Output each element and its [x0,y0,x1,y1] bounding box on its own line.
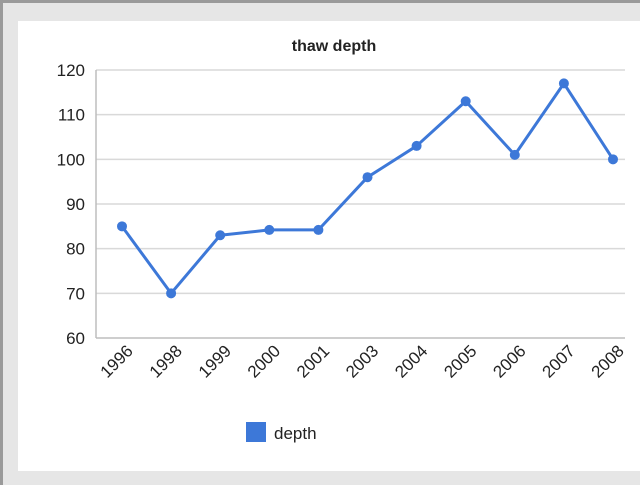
gridlines [95,69,625,339]
x-tick-label-2000: 2000 [244,341,284,381]
y-tick-label-120: 120 [57,61,85,80]
chart-title: thaw depth [292,38,376,55]
x-tick-label-2001: 2001 [293,341,333,381]
y-tick-label-90: 90 [66,195,85,214]
data-point-2008 [608,154,618,165]
data-point-1996 [117,221,127,232]
x-axis-ticks: 1996 1998 1999 2000 2001 2003 2004 2005 2006 2007… [97,341,628,381]
x-tick-label-1999: 1999 [195,341,235,381]
y-tick-label-100: 100 [57,150,85,169]
x-tick-label-1996: 1996 [97,341,137,381]
data-point-2007 [558,78,569,89]
data-point-2000 [264,224,275,235]
x-tick-label-2003: 2003 [342,341,382,381]
data-point-1999 [215,230,226,241]
x-tick-label-1998: 1998 [146,341,186,381]
data-point-2006 [509,149,520,160]
data-point-2003 [362,172,373,183]
x-tick-label-2004: 2004 [391,341,431,381]
x-tick-label-2007: 2007 [539,341,579,381]
data-point-2005 [460,96,471,107]
series-layer [117,78,618,299]
legend-label-depth: depth [274,424,317,443]
y-tick-label-70: 70 [66,284,85,303]
y-tick-label-60: 60 [66,329,85,348]
legend-swatch-depth [246,422,266,442]
y-tick-label-110: 110 [58,106,85,125]
y-axis-ticks: 60 70 80 90 100 110 120 [57,61,85,348]
x-tick-label-2006: 2006 [489,341,529,381]
x-tick-label-2005: 2005 [440,341,480,381]
data-point-2004 [411,140,422,151]
chart-card [18,21,640,471]
x-tick-label-2008: 2008 [588,341,628,381]
y-tick-label-80: 80 [66,240,85,259]
legend: depth [246,422,317,443]
data-point-1998 [166,288,177,299]
data-point-2001 [313,224,324,235]
